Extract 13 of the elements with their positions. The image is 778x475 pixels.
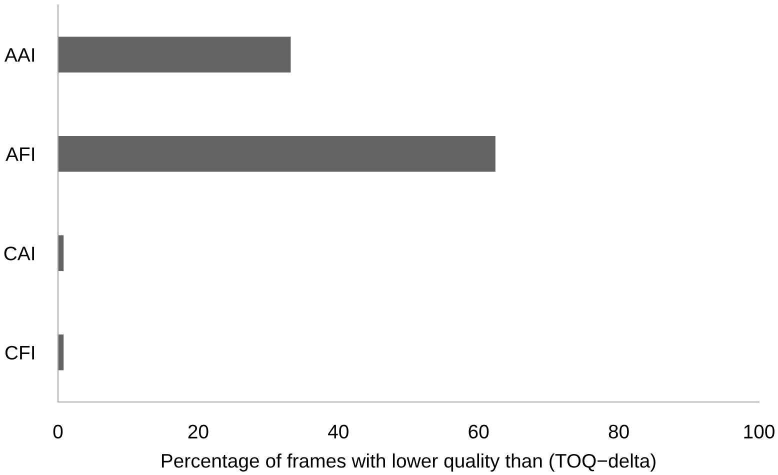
- x-tick-label: 40: [328, 424, 348, 439]
- x-tick-label: 20: [188, 424, 208, 439]
- bar: [58, 36, 291, 72]
- y-tick-label: CFI: [5, 346, 34, 360]
- x-tick-label: 100: [744, 424, 774, 439]
- x-tick-label: 0: [53, 424, 63, 439]
- bar: [58, 136, 496, 172]
- x-tick-label: 80: [608, 424, 629, 439]
- y-tick-label: CAI: [4, 246, 34, 260]
- x-tick-label: 60: [468, 424, 489, 439]
- y-tick-label: AAI: [4, 48, 34, 62]
- x-axis-title: Percentage of frames with lower quality than (TOQ−delta): [162, 453, 656, 472]
- y-tick-label: AFI: [6, 148, 34, 161]
